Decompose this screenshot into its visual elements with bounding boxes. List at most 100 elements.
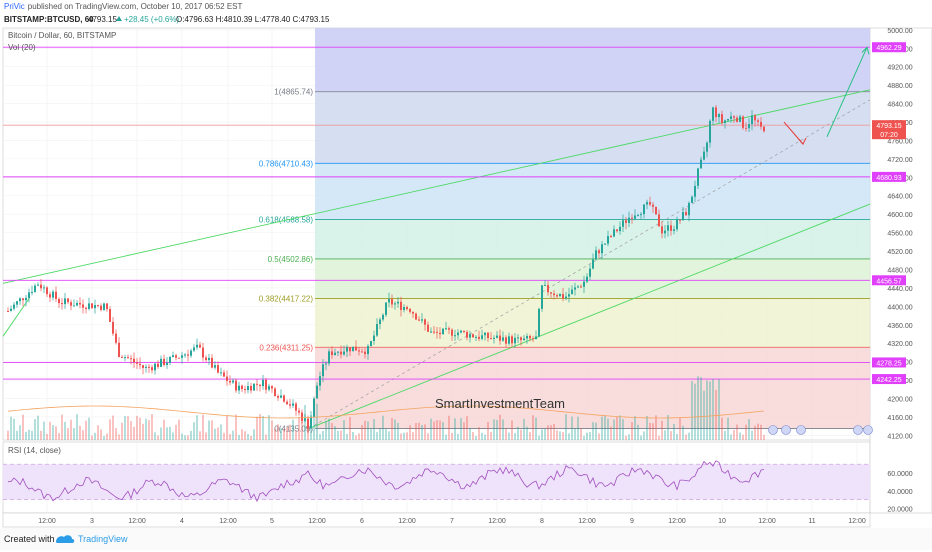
volume-bar [13,418,15,440]
candle-body [298,410,300,413]
candle-body [313,398,315,417]
volume-bar [568,433,570,440]
volume-bar [364,420,366,440]
time-axis-label: 12:00 [398,518,416,525]
candle-body [322,364,324,377]
candle-body [151,367,153,371]
candle-body [157,363,159,367]
candle-body [625,220,627,223]
volume-bar [397,422,399,440]
candle-body [262,379,264,387]
candle-body [427,324,429,332]
candle-body [184,354,186,356]
candle-body [400,301,402,311]
volume-bar [256,416,258,440]
volume-bar [553,424,555,440]
candle-body [214,365,216,368]
volume-bar [250,435,252,440]
volume-bar [763,434,765,440]
candle-body [124,357,126,359]
candle-body [700,159,702,169]
price-axis-label: 4440.00 [887,286,912,293]
candle-body [358,350,360,352]
candle-body [85,307,87,309]
volume-bar [91,435,93,440]
chart-area[interactable]: 1(4865.74)0.786(4710.43)0.618(4588.58)0.… [0,0,932,528]
candle-body [208,357,210,361]
watermark-text: SmartInvestmentTeam [435,396,565,411]
volume-bar [178,419,180,440]
volume-bar [166,427,168,440]
time-axis-label: 12:00 [848,518,866,525]
candle-body [475,336,477,338]
candle-body [379,319,381,325]
level-price-tag [872,42,906,53]
volume-bar [112,415,114,440]
candle-body [97,305,99,307]
volume-bar [253,429,255,440]
volume-bar [421,424,423,440]
volume-bar [457,433,459,440]
volume-bar [724,430,726,440]
red-arrow-head [798,137,807,146]
volume-bar [58,433,60,440]
volume-bar [535,417,537,440]
symbol-line: BITSTAMP:BTCUSD, 60 [4,15,94,24]
volume-bar [82,430,84,440]
price-axis-label: 4720.00 [887,157,912,164]
candle-body [331,351,333,356]
created-with-text: Created with [4,534,55,544]
rsi-axis-label: 20.0000 [887,507,912,514]
volume-bar [673,423,675,440]
brand-name[interactable]: TradingView [78,534,128,544]
candle-body [352,346,354,352]
volume-bar [319,434,321,440]
candle-body [37,284,39,286]
volume-bar [757,423,759,440]
candle-body [682,212,684,221]
candle-body [472,334,474,338]
volume-bar [412,432,414,440]
level-price-tag-label: 4456.57 [876,278,901,285]
author-name[interactable]: PriVic [4,2,25,11]
candle-body [754,115,756,121]
volume-bar [511,420,513,440]
candle-body [190,350,192,356]
candle-body [562,294,564,299]
candle-body [730,116,732,119]
fib-level-label: 0.786(4710.43) [259,159,314,168]
price-axis-label: 4920.00 [887,65,912,72]
fib-level-label: 0.5(4502.86) [268,255,314,264]
volume-bar [262,415,264,440]
volume-bar [433,421,435,440]
candle-body [139,363,141,366]
candle-body [52,291,54,298]
candle-body [283,395,285,402]
candle-body [160,358,162,367]
candle-body [238,385,240,391]
volume-bar [136,415,138,440]
candle-body [109,309,111,322]
price-axis [869,27,932,514]
time-axis-label: 6 [360,518,364,525]
volume-bar [625,435,627,440]
candle-body [397,301,399,304]
volume-bar [355,435,357,440]
candle-body [664,230,666,234]
volume-bar [40,430,42,440]
candle-body [514,337,516,344]
volume-bar [160,427,162,440]
volume-bar [418,422,420,440]
volume-bar [547,425,549,440]
candle-body [616,229,618,232]
rsi-band-fill [3,464,870,500]
volume-bar [415,423,417,440]
volume-bar [499,414,501,440]
volume-bar [436,420,438,440]
level-price-tag-label: 4242.25 [876,377,901,384]
candle-body [631,217,633,219]
volume-bar [430,418,432,440]
volume-bar [541,429,543,440]
volume-bar [646,416,648,440]
volume-bar [523,418,525,440]
